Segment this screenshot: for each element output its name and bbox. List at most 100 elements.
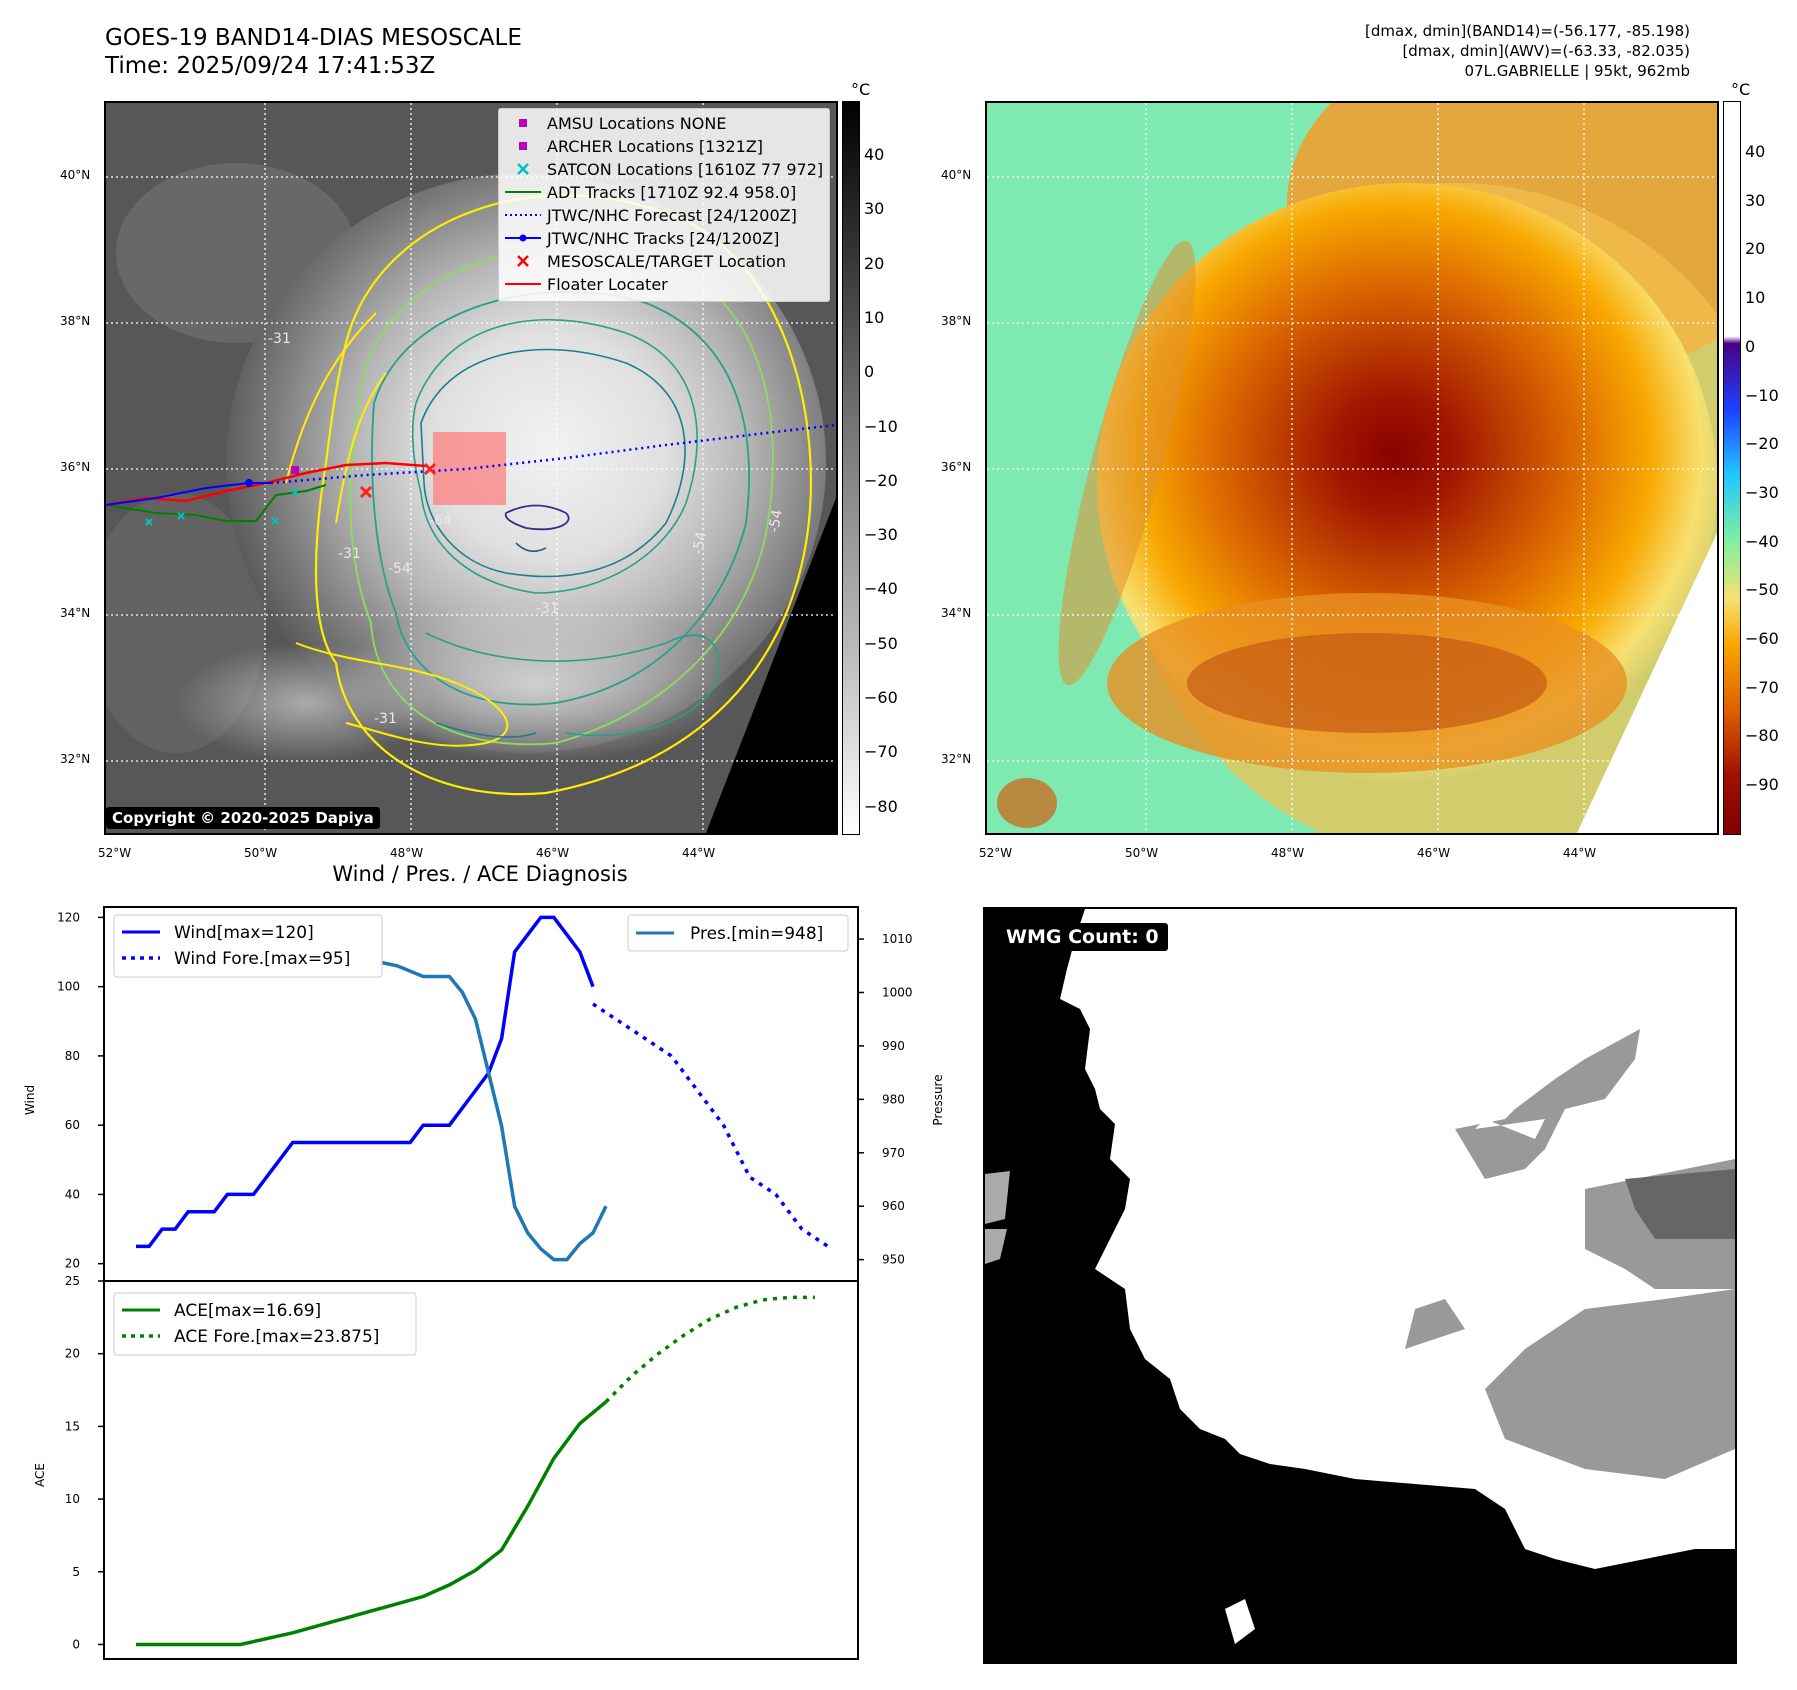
lat-label: 36°N [60,460,91,474]
legend-item: ADT Tracks [1710Z 92.4 958.0] [503,181,796,203]
lat-label: 40°N [60,168,91,182]
copyright-badge: Copyright © 2020-2025 Dapiya [106,807,380,829]
contour-label: -31 [268,331,291,347]
legend-swatch-icon [505,191,541,193]
colorbar-tick-label: 0 [1745,336,1756,356]
tick-label: 1000 [882,985,913,999]
lat-label: 34°N [60,606,91,620]
legend-item: ARCHER Locations [1321Z] [503,135,763,157]
pressure-axis-label: Pressure [931,1074,945,1125]
colorbar-tick-label: −60 [1745,629,1779,648]
colorbar-tick-label: −10 [1745,385,1779,405]
colorbar-tick-label: −10 [864,416,898,436]
legend-swatch-icon [505,234,541,242]
storm-info: 07L.GABRIELLE | 95kt, 962mb [1464,62,1690,80]
lat-label: 40°N [941,168,972,182]
lon-label: 44°W [1563,846,1597,860]
page-time: Time: 2025/09/24 17:41:53Z [105,53,436,79]
colorbar-unit: °C [1731,80,1751,99]
colorbar-tick-label: −70 [864,742,898,762]
lon-label: 50°W [244,846,278,860]
awv-range: [dmax, dmin](AWV)=(-63.33, -82.035) [1402,42,1690,60]
legend-swatch-icon [505,283,541,285]
tick-label: 10 [65,1492,80,1506]
pressure-legend-label: Pres.[min=948] [690,924,823,944]
lat-label: 36°N [941,460,972,474]
colorbar-tick-label: −70 [1745,677,1779,697]
tick-label: 0 [72,1637,80,1651]
colorbar-unit: °C [851,80,871,99]
legend-swatch-icon [505,214,541,216]
lat-label: 32°N [941,752,972,766]
lon-label: 46°W [536,846,570,860]
ace-series-1 [604,1295,815,1404]
contour-label: -64 [429,513,452,529]
wind-legend-label: Wind[max=120] [174,923,314,943]
lon-label: 52°W [98,846,132,860]
lon-label: 48°W [390,846,424,860]
colorbar-tick-label: 40 [1745,142,1766,161]
legend-item: SATCON Locations [1610Z 77 972] [503,158,823,180]
colorbar-tick-label: −50 [1745,580,1779,600]
colorbar-tick-label: −40 [1745,531,1779,551]
tick-label: 5 [72,1565,80,1579]
colorbar-tick-label: 30 [1745,190,1766,210]
legend-item: MESOSCALE/TARGET Location [503,250,786,272]
ace-axis-label: ACE [33,1463,47,1487]
contour-label: -31 [536,601,559,617]
lon-label: 50°W [1125,846,1159,860]
jtwc-track [106,482,271,506]
pressure-legend [627,914,849,952]
wind-legend [113,914,383,978]
colorbar-tick-label: 10 [1745,288,1766,308]
map-legend-entries: AMSU Locations NONE ARCHER Locations [132… [497,108,827,300]
legend-swatch-icon [517,163,529,175]
diag-chart: 1201008060402010101000990980970960950252… [23,906,945,1660]
lon-label: 44°W [682,846,716,860]
legend-item: JTWC/NHC Tracks [24/1200Z] [503,227,779,249]
tick-label: 25 [65,1274,80,1288]
map-legend [498,108,830,302]
wmg-count-badge: WMG Count: 0 [997,923,1168,951]
tick-label: 20 [65,1347,80,1361]
lat-label: 38°N [60,314,91,328]
tick-label: 970 [882,1146,905,1160]
wind-series-1 [592,1002,829,1248]
lon-label: 46°W [1417,846,1451,860]
lon-label: 48°W [1271,846,1305,860]
colorbar-tick-label: −20 [1745,434,1779,454]
legend-label: ARCHER Locations [1321Z] [547,136,764,156]
colorbar-tick-label: 30 [864,199,885,219]
jtwc-track-point [245,479,253,487]
tick-label: 990 [882,1039,905,1053]
lat-label: 32°N [60,752,91,766]
colorbar-tick-label: 10 [864,307,885,327]
colorbar-tick-label: −50 [864,633,898,653]
colorbar-tick-label: −80 [864,796,898,816]
colorbar-tick-label: 20 [864,253,885,273]
ace-legend [113,1292,417,1356]
contour-label: -31 [338,546,361,562]
tick-label: 80 [65,1049,80,1063]
legend-label: MESOSCALE/TARGET Location [547,251,786,271]
colorbar-tick-label: −30 [1745,482,1779,502]
colorbar-tick-label: −80 [1745,726,1779,746]
legend-label: SATCON Locations [1610Z 77 972] [547,159,824,179]
colorbar-tick-label: −40 [864,579,898,599]
band14-range: [dmax, dmin](BAND14)=(-56.177, -85.198) [1365,22,1690,40]
legend-item: Floater Locater [503,273,668,295]
legend-label: JTWC/NHC Forecast [24/1200Z] [547,205,797,225]
colorbar-tick-label: −90 [1745,775,1779,795]
wind-legend-label: Wind Fore.[max=95] [174,949,350,969]
legend-label: JTWC/NHC Tracks [24/1200Z] [547,228,780,248]
tick-label: 120 [57,910,80,924]
legend-swatch-icon [519,142,527,150]
legend-item: AMSU Locations NONE [503,112,726,134]
contour-label: -31 [374,711,397,727]
tick-label: 960 [882,1199,905,1213]
contour-label: -54 [388,561,411,577]
ace-series-0 [136,1400,608,1647]
colorbar-gray [842,101,860,835]
archer-marker [291,466,299,474]
ir-gray-map: -31 -31 -54 -64 -54 -31 -54 -31 Copyrigh… [104,101,838,835]
